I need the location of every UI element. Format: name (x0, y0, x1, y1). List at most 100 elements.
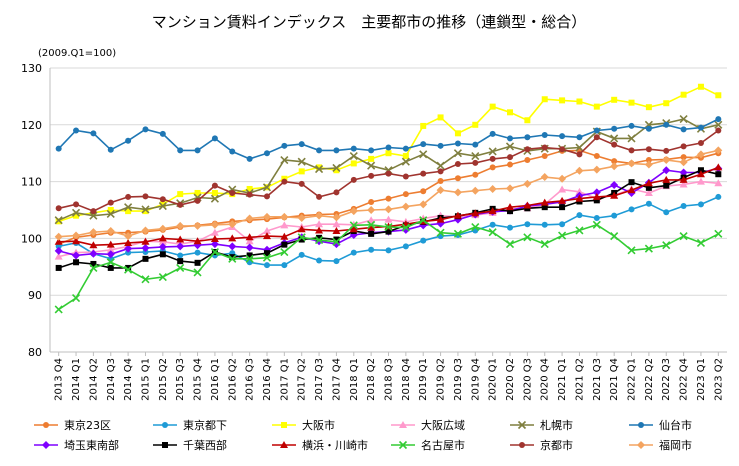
data-point (263, 193, 270, 200)
data-point (333, 147, 340, 154)
data-point (106, 227, 115, 236)
data-point (211, 189, 218, 196)
data-point (402, 243, 409, 250)
data-point (368, 246, 375, 253)
data-point (193, 237, 202, 245)
data-point (367, 206, 376, 214)
data-point (592, 192, 601, 200)
data-point (350, 249, 357, 256)
data-point (332, 237, 341, 246)
data-point (367, 161, 376, 170)
data-point (280, 247, 289, 257)
data-point (523, 179, 532, 188)
data-point (592, 188, 601, 197)
data-point (559, 204, 566, 211)
data-point (611, 141, 618, 148)
data-point (575, 166, 584, 175)
data-point (54, 232, 63, 241)
data-point (696, 177, 705, 185)
legend-marker (281, 422, 287, 428)
data-point (679, 232, 688, 241)
legend-marker (399, 421, 407, 428)
data-point (611, 125, 618, 132)
data-point (644, 188, 653, 196)
data-point (158, 242, 167, 251)
data-point (263, 150, 270, 157)
data-point (628, 122, 635, 129)
data-point (141, 205, 150, 214)
data-point (315, 220, 324, 228)
data-point (593, 197, 600, 204)
data-point (506, 184, 515, 193)
data-point (90, 130, 97, 137)
data-point (297, 225, 306, 233)
data-point (298, 141, 305, 148)
data-point (453, 188, 462, 197)
data-point (679, 158, 688, 167)
data-point (576, 212, 583, 219)
data-point (715, 116, 722, 123)
data-point (696, 150, 705, 159)
data-point (453, 149, 463, 158)
data-point (141, 275, 150, 284)
data-point (489, 164, 496, 171)
data-point (55, 205, 62, 212)
data-point (420, 122, 427, 129)
data-point (628, 206, 635, 213)
data-point (262, 183, 272, 192)
data-point (420, 188, 427, 195)
data-point (89, 228, 98, 237)
legend-item-7: 埼玉東南部 (34, 438, 119, 452)
legend-item-4: 大阪広域 (391, 418, 465, 432)
y-tick-label: 120 (21, 119, 42, 132)
data-point (507, 109, 514, 116)
data-point (54, 305, 63, 314)
data-point (436, 161, 445, 170)
data-point (436, 186, 445, 195)
data-point (384, 205, 393, 214)
data-point (106, 250, 115, 259)
data-point (696, 238, 706, 248)
data-point (489, 221, 496, 228)
data-point (89, 263, 98, 273)
data-point (541, 221, 548, 228)
data-point (489, 130, 496, 137)
data-point (159, 196, 166, 203)
data-point (697, 139, 704, 146)
data-point (280, 155, 289, 165)
data-point (575, 187, 584, 195)
legend-marker (637, 441, 645, 449)
legend-label: 東京都下 (183, 418, 227, 432)
data-point (314, 236, 324, 245)
data-point (472, 121, 479, 128)
data-point (54, 216, 63, 225)
x-tick-label: 2020 Q2 (505, 358, 516, 401)
data-point (298, 236, 305, 243)
data-point (679, 115, 688, 124)
series-12 (54, 146, 723, 241)
data-point (593, 127, 600, 134)
data-point (593, 153, 600, 160)
x-tick-label: 2018 Q4 (401, 358, 412, 401)
x-tick-label: 2022 Q4 (679, 358, 690, 401)
data-point (349, 221, 358, 230)
data-point (194, 197, 201, 204)
data-point (645, 184, 652, 191)
data-point (210, 228, 219, 236)
data-point (281, 178, 288, 185)
data-point (471, 222, 480, 232)
legend-label: 札幌市 (540, 418, 573, 432)
data-point (107, 207, 114, 213)
data-point (107, 199, 114, 206)
legend-marker (42, 441, 50, 449)
data-point (193, 221, 202, 230)
data-point (575, 226, 584, 235)
chart-title: マンション賃料インデックス 主要都市の推移（連鎖型・総合） (152, 13, 587, 31)
data-point (210, 247, 219, 257)
data-point (715, 127, 722, 134)
data-point (454, 130, 461, 137)
data-point (507, 208, 514, 215)
